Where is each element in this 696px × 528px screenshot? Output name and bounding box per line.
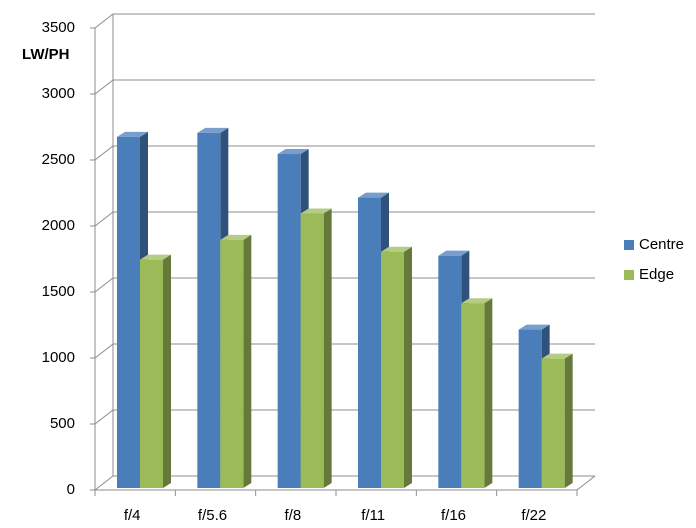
bar-top bbox=[438, 250, 470, 256]
bar-side bbox=[323, 208, 332, 488]
bar-top bbox=[220, 234, 252, 240]
bar-group bbox=[140, 254, 171, 488]
bar bbox=[541, 358, 565, 488]
bar-side bbox=[404, 246, 412, 488]
x-tick-label: f/16 bbox=[441, 507, 466, 524]
y-tick-label: 2500 bbox=[42, 151, 75, 168]
y-tick-label: 3500 bbox=[42, 19, 75, 36]
bar bbox=[300, 213, 324, 488]
bar-top bbox=[358, 192, 389, 198]
y-tick-label: 3000 bbox=[42, 85, 75, 102]
bar-top bbox=[518, 324, 550, 330]
bar-side bbox=[564, 353, 573, 488]
grid-line-wall bbox=[94, 409, 114, 425]
y-tick-label: 1500 bbox=[42, 283, 75, 300]
bar-group bbox=[300, 208, 332, 488]
bar bbox=[518, 329, 542, 488]
x-tick-label: f/22 bbox=[521, 507, 546, 524]
y-tick-label: 2000 bbox=[42, 217, 75, 234]
legend-swatch bbox=[624, 270, 634, 280]
bar bbox=[381, 251, 404, 488]
grid-line-wall bbox=[94, 145, 114, 161]
grid-line-wall bbox=[94, 475, 114, 491]
bar-top bbox=[461, 298, 493, 304]
y-tick-label: 1000 bbox=[42, 349, 75, 366]
x-tick-label: f/11 bbox=[361, 507, 385, 524]
bar bbox=[461, 303, 485, 488]
x-tick-label: f/4 bbox=[124, 507, 141, 524]
y-tick-label: 500 bbox=[50, 415, 75, 432]
bar bbox=[197, 132, 221, 489]
bar bbox=[220, 239, 244, 488]
bar bbox=[140, 259, 163, 488]
x-tick-label: f/8 bbox=[284, 507, 301, 524]
bar-top bbox=[541, 353, 573, 359]
bar-top bbox=[277, 149, 309, 155]
y-axis-title: LW/PH bbox=[22, 46, 70, 63]
grid-line-wall bbox=[94, 211, 114, 227]
bar-top bbox=[197, 127, 229, 133]
floor-edge bbox=[576, 475, 596, 491]
y-tick-label: 0 bbox=[67, 481, 75, 498]
legend-label: Edge bbox=[639, 266, 674, 283]
bar-top bbox=[381, 246, 412, 252]
bar-top bbox=[117, 131, 148, 137]
bar-group bbox=[541, 353, 573, 488]
grid-line-wall bbox=[94, 13, 114, 29]
grid-line-wall bbox=[94, 79, 114, 95]
bar-top bbox=[140, 254, 171, 260]
x-tick-label: f/5.6 bbox=[198, 507, 227, 524]
grid-line-wall bbox=[94, 277, 114, 293]
legend-swatch bbox=[624, 240, 634, 250]
bar-side bbox=[484, 298, 493, 488]
bar bbox=[438, 255, 462, 488]
grid-line-wall bbox=[94, 343, 114, 359]
bar bbox=[117, 136, 140, 488]
legend-label: Centre bbox=[639, 236, 684, 253]
bar-group bbox=[220, 234, 252, 488]
bar bbox=[358, 197, 381, 488]
bar-top bbox=[300, 208, 332, 214]
bar-group bbox=[381, 246, 412, 488]
bar-side bbox=[243, 234, 252, 488]
bar bbox=[277, 154, 301, 489]
bar-side bbox=[163, 254, 171, 488]
bar-group bbox=[461, 298, 493, 488]
